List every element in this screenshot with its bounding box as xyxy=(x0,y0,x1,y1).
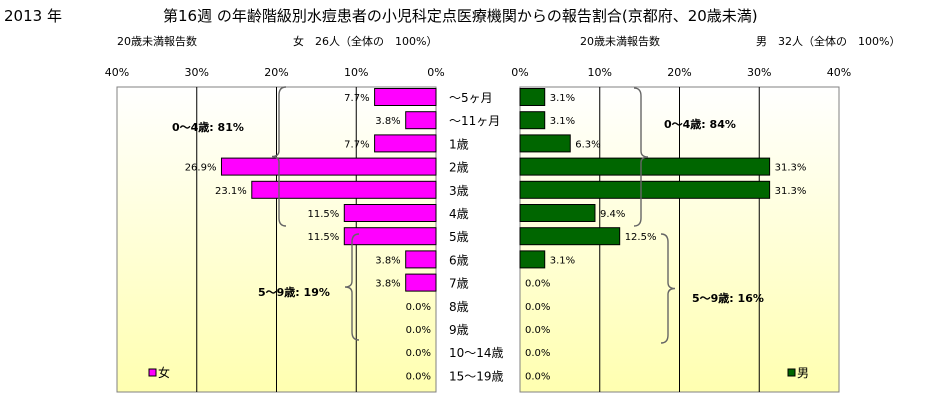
annotation-0-4: 0～4歳: 84% xyxy=(664,117,736,131)
data-label: 31.3% xyxy=(775,163,807,174)
bar xyxy=(519,157,771,176)
bar xyxy=(374,134,437,153)
bar xyxy=(251,180,437,199)
bar xyxy=(405,250,437,269)
right-subtitle: 20歳未満報告数 xyxy=(580,35,660,48)
category-label: 15～19歳 xyxy=(449,369,504,383)
category-label: 10～14歳 xyxy=(449,346,504,360)
annotation-5-9: 5～9歳: 19% xyxy=(258,285,330,299)
brace-0-4 xyxy=(633,87,649,227)
female-panel: 40% 30% 20% 10% 0% 7.7% 3.8% 7.7% 26.9% 23.1% 11.5… xyxy=(105,66,445,393)
category-label: 3歳 xyxy=(449,184,469,198)
category-label: ～5ヶ月 xyxy=(449,91,493,105)
data-label: 23.1% xyxy=(215,186,247,197)
bar xyxy=(519,88,546,106)
data-label: 0.0% xyxy=(525,279,550,290)
category-label: 6歳 xyxy=(449,253,469,267)
bar xyxy=(343,204,437,222)
legend-label: 男 xyxy=(797,366,809,380)
data-label: 0.0% xyxy=(525,371,550,382)
bar xyxy=(405,111,437,130)
data-label: 0.0% xyxy=(525,302,550,313)
annotation-5-9: 5～9歳: 16% xyxy=(692,291,764,305)
brace-5-9 xyxy=(344,233,360,341)
chart-title: 第16週 の年齢階級別水痘患者の小児科定点医療機関からの報告割合(京都府、20歳… xyxy=(163,7,758,25)
data-label: 3.1% xyxy=(550,255,575,266)
x-tick-label: 0% xyxy=(427,66,444,79)
x-tick-label: 40% xyxy=(827,66,851,79)
right-total: 男 32人（全体の 100%） xyxy=(756,35,901,48)
legend-swatch xyxy=(148,368,157,377)
data-label: 12.5% xyxy=(625,232,657,243)
data-label: 0.0% xyxy=(525,348,550,359)
category-label: 7歳 xyxy=(449,277,469,291)
data-label: 7.7% xyxy=(344,93,369,104)
annotation-0-4: 0～4歳: 81% xyxy=(172,120,244,134)
data-label: 7.7% xyxy=(344,139,369,150)
category-label: 5歳 xyxy=(449,230,469,244)
bar xyxy=(519,134,571,153)
data-label: 3.8% xyxy=(375,255,400,266)
bar xyxy=(519,111,546,130)
data-label: 3.8% xyxy=(375,116,400,127)
x-tick-label: 10% xyxy=(588,66,612,79)
category-label: 4歳 xyxy=(449,207,469,221)
year-label: 2013 年 xyxy=(4,7,62,25)
category-label: 2歳 xyxy=(449,161,469,175)
bar xyxy=(519,250,546,269)
left-total: 女 26人（全体の 100%） xyxy=(293,35,438,48)
brace-5-9 xyxy=(660,233,676,344)
bar xyxy=(343,227,437,246)
data-label: 11.5% xyxy=(308,209,340,220)
data-label: 0.0% xyxy=(406,371,431,382)
bar xyxy=(220,157,437,176)
data-label: 26.9% xyxy=(185,163,217,174)
bar xyxy=(519,204,596,222)
x-tick-label: 10% xyxy=(344,66,368,79)
category-label: 9歳 xyxy=(449,323,469,337)
legend-swatch xyxy=(787,368,796,377)
brace-0-4 xyxy=(271,86,287,227)
data-label: 3.8% xyxy=(375,279,400,290)
data-label: 3.1% xyxy=(550,116,575,127)
category-label: ～11ヶ月 xyxy=(449,114,500,128)
male-panel: 0% 10% 20% 30% 40% 3.1% 3.1% 6.3% 31.3% 31.3% 9.4%… xyxy=(511,66,851,393)
data-label: 0.0% xyxy=(406,348,431,359)
bar xyxy=(519,227,621,246)
category-label: 8歳 xyxy=(449,300,469,314)
bar xyxy=(405,273,437,292)
x-tick-label: 0% xyxy=(511,66,528,79)
data-label: 6.3% xyxy=(575,139,600,150)
data-label: 0.0% xyxy=(406,302,431,313)
x-tick-label: 20% xyxy=(264,66,288,79)
x-tick-label: 30% xyxy=(185,66,209,79)
data-label: 11.5% xyxy=(308,232,340,243)
x-tick-label: 20% xyxy=(667,66,691,79)
left-subtitle: 20歳未満報告数 xyxy=(117,35,197,48)
x-tick-label: 30% xyxy=(747,66,771,79)
legend-label: 女 xyxy=(158,365,170,380)
bar xyxy=(519,180,771,199)
data-label: 9.4% xyxy=(600,209,625,220)
category-label: 1歳 xyxy=(449,137,469,151)
data-label: 0.0% xyxy=(525,325,550,336)
data-label: 3.1% xyxy=(550,93,575,104)
data-label: 0.0% xyxy=(406,325,431,336)
bar xyxy=(374,88,437,106)
data-label: 31.3% xyxy=(775,186,807,197)
x-tick-label: 40% xyxy=(105,66,129,79)
age-categories: ～5ヶ月 ～11ヶ月 1歳 2歳 3歳 4歳 5歳 6歳 7歳 8歳 9歳 10～14歳 15～19歳 xyxy=(449,91,504,383)
